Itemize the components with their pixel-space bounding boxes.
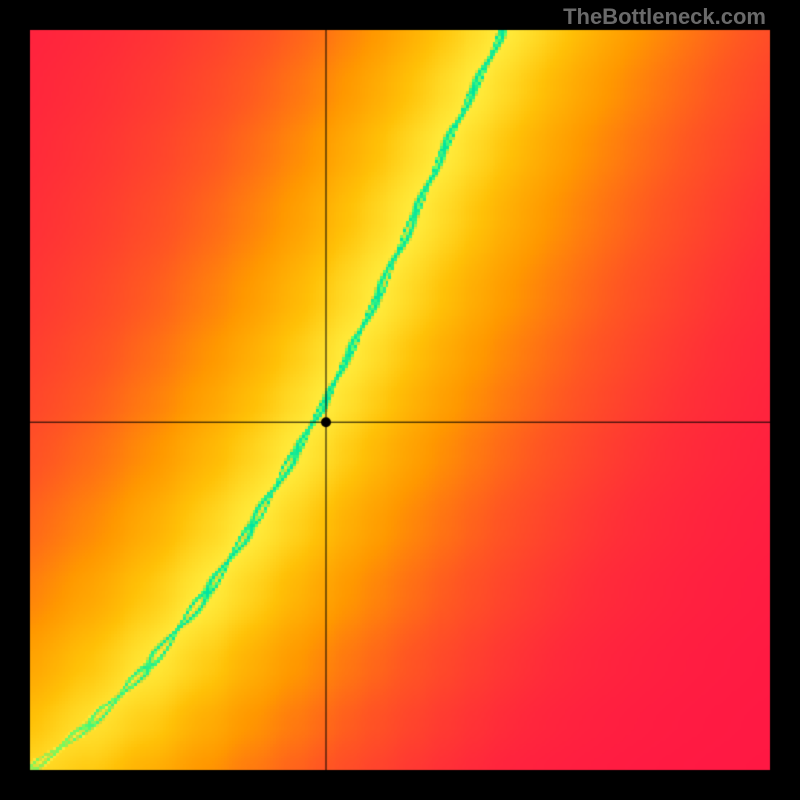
watermark-text: TheBottleneck.com [563,4,766,30]
bottleneck-heatmap [0,0,800,800]
